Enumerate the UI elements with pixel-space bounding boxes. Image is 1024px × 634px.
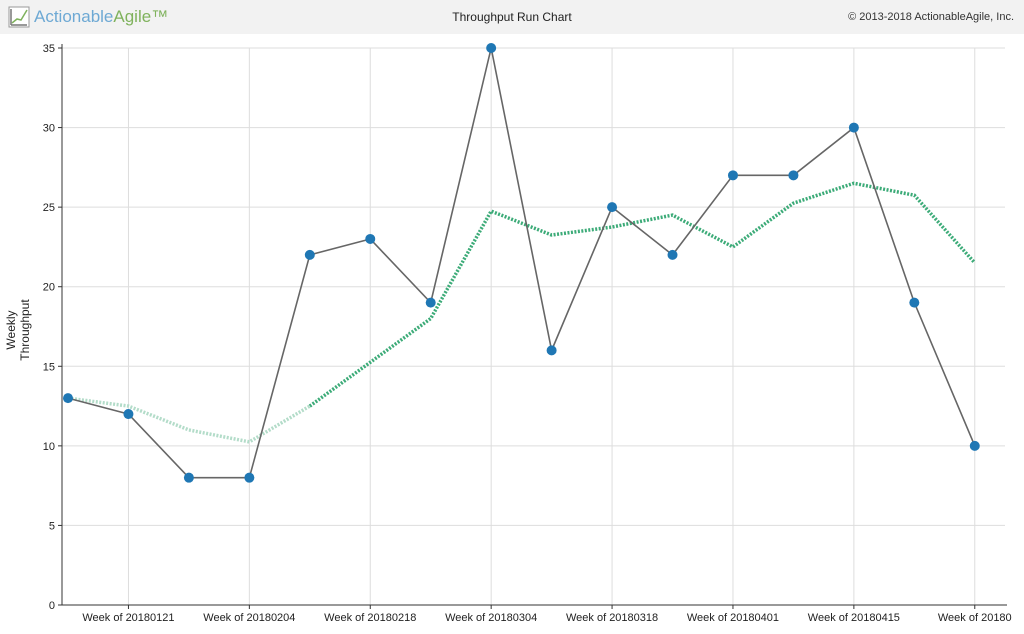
y-tick-label: 30 (43, 123, 55, 135)
data-point (848, 122, 859, 133)
copyright-text: © 2013-2018 ActionableAgile, Inc. (848, 11, 1014, 23)
chart-title: Throughput Run Chart (452, 10, 572, 24)
moving-average-layer (67, 181, 977, 444)
y-tick-label: 25 (43, 202, 55, 214)
x-tick-label: Week of 20180401 (687, 612, 779, 624)
data-point (304, 249, 315, 260)
x-tick-label: Week of 20180415 (808, 612, 900, 624)
chart-logo-icon (8, 6, 30, 28)
data-point (546, 345, 557, 356)
moving-average-faded-line (67, 396, 311, 444)
throughput-run-chart: 0 5 10 15 20 25 30 35 Week of 20180121 Week of 20… (43, 43, 1012, 624)
x-tick-label: Week of 20180121 (82, 612, 174, 624)
x-tick-label: Week of 20180304 (445, 612, 537, 624)
throughput-line-layer (67, 47, 976, 479)
data-point (607, 202, 618, 213)
y-tick-label: 0 (49, 600, 55, 612)
app-header: ActionableAgile™ Throughput Run Chart © … (0, 0, 1024, 34)
x-tick-label: Week of 20180318 (566, 612, 658, 624)
data-point (183, 472, 194, 483)
axis-layer: 0 5 10 15 20 25 30 35 Week of 20180121 Week of 20… (43, 43, 1012, 624)
y-tick-label: 5 (49, 520, 55, 532)
data-point (788, 170, 799, 181)
data-point (123, 409, 134, 420)
x-tick-label: Week of 20180204 (203, 612, 295, 624)
data-point-layer (63, 43, 980, 483)
x-tick-label: Week of 20180218 (324, 612, 416, 624)
data-point (667, 249, 678, 260)
moving-average-line (308, 181, 977, 408)
data-point (63, 393, 73, 404)
data-point (425, 297, 436, 308)
y-tick-label: 35 (43, 43, 55, 55)
data-point (244, 472, 255, 483)
throughput-line (67, 47, 976, 479)
data-point (486, 43, 497, 53)
brand-logo[interactable]: ActionableAgile™ (8, 5, 168, 29)
grid-layer (62, 47, 1005, 605)
data-point (365, 233, 376, 244)
y-tick-label: 10 (43, 441, 55, 453)
brand-name-part2: Agile™ (113, 7, 169, 26)
data-point (969, 440, 980, 451)
data-point (909, 297, 920, 308)
brand-name: ActionableAgile™ (34, 6, 168, 28)
brand-name-part1: Actionable (34, 7, 114, 26)
y-tick-label: 15 (43, 361, 55, 373)
y-tick-label: 20 (43, 282, 55, 294)
data-point (727, 170, 738, 181)
x-tick-label: Week of 20180 (938, 612, 1012, 624)
